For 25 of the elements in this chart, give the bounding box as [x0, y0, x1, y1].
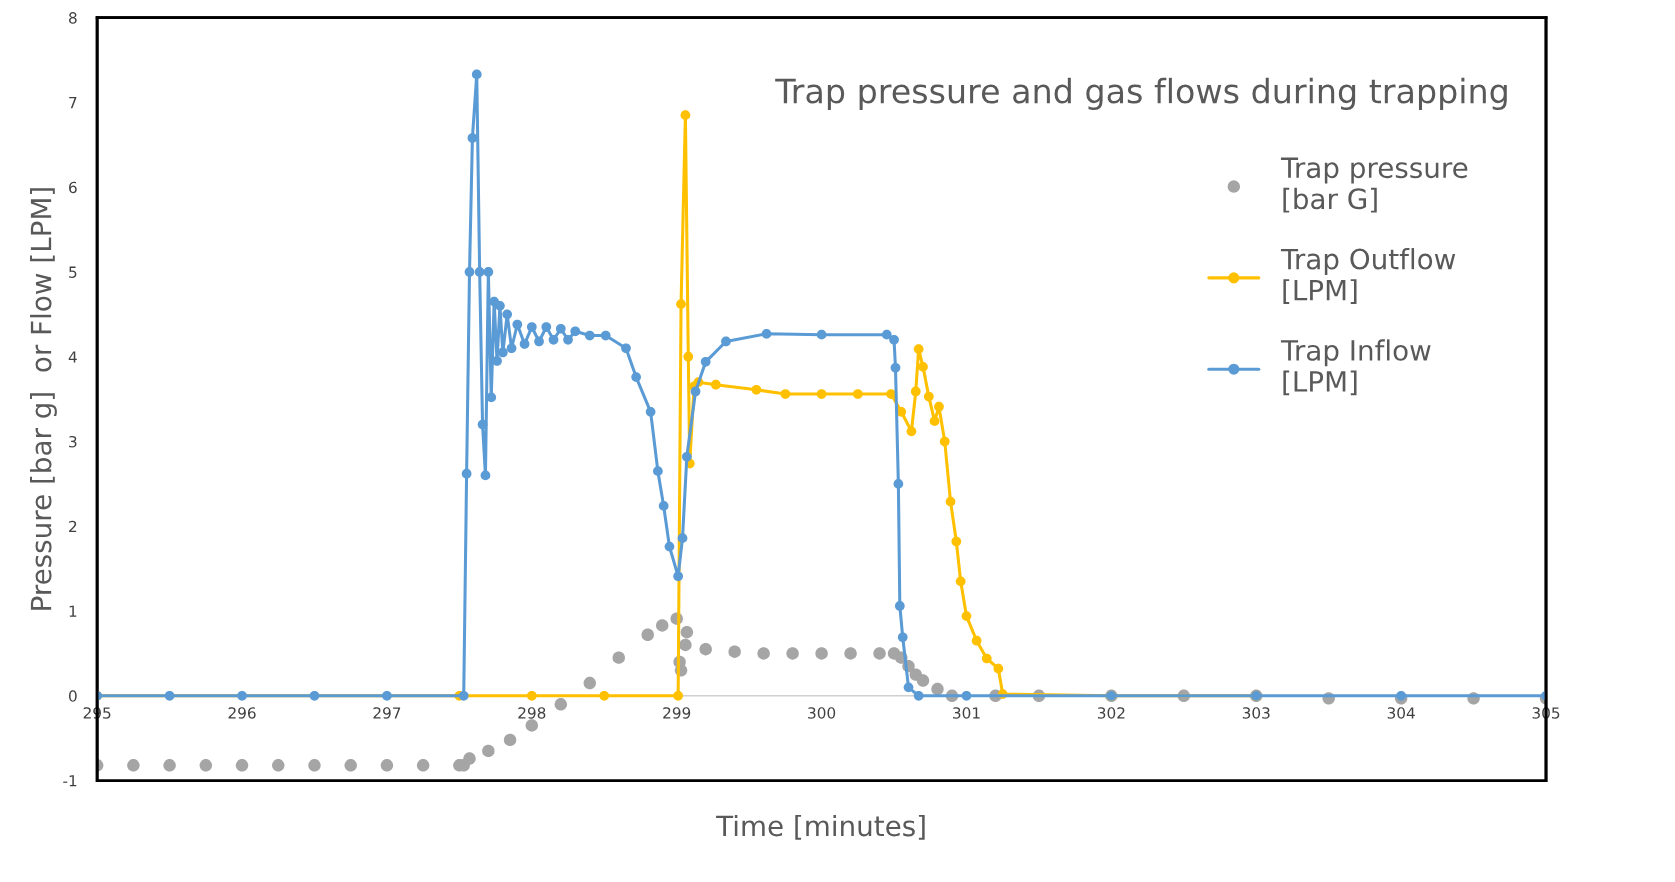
legend-label: Trap pressure [bar G] [1280, 157, 1468, 213]
x-tick-label: 299 [663, 707, 691, 719]
legend-label: Trap Outflow [LPM] [1280, 248, 1456, 304]
y-tick-label: 4 [68, 351, 77, 363]
x-tick-label: 298 [518, 707, 546, 719]
text: Trap pressure and gas flows during trapping [775, 77, 1507, 111]
legend-label: Trap Inflow [LPM] [1280, 339, 1431, 396]
y-tick-label: 3 [69, 435, 77, 448]
y-tick-label: 5 [69, 266, 77, 278]
y-tick-label: 0 [68, 690, 77, 702]
x-tick-label: 296 [228, 707, 256, 719]
x-tick-label: 302 [1097, 707, 1125, 719]
y-axis-title: Pressure [bar g] or Flow [LPM] [30, 188, 57, 610]
x-axis-title: Time [minutes] [716, 814, 925, 840]
x-tick-label: 304 [1387, 707, 1415, 719]
x-tick-label: 300 [808, 707, 836, 719]
x-tick-label: 297 [373, 707, 401, 719]
y-tick-label: -1 [63, 775, 77, 787]
y-tick-label: 1 [69, 605, 77, 617]
y-tick-label: 6 [69, 181, 77, 194]
y-tick-label: 8 [69, 12, 77, 24]
y-tick-label: 2 [69, 520, 77, 533]
x-tick-label: 303 [1242, 707, 1270, 719]
y-tick-label: 7 [69, 97, 77, 109]
x-tick-label: 301 [953, 707, 980, 719]
